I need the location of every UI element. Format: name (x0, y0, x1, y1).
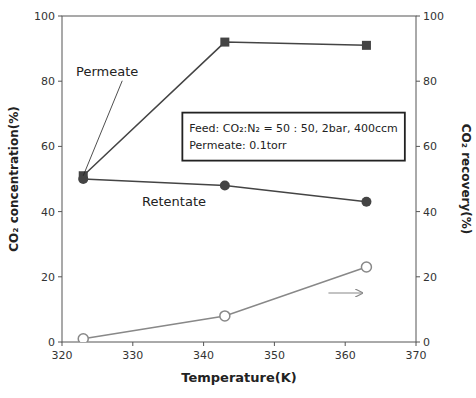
plot-data (78, 38, 371, 342)
y-tick-label: 20 (41, 271, 55, 284)
annotation-box: Feed: CO₂:N₂ = 50 : 50, 2bar, 400ccm Perm… (182, 113, 404, 161)
y-tick-label: 80 (41, 75, 55, 88)
y-tick-label: 40 (41, 206, 55, 219)
y-tick-label: 60 (41, 140, 55, 153)
y2-tick-label: 40 (423, 206, 437, 219)
y-tick (58, 211, 62, 212)
annotation-text: Permeate: 0.1torr (189, 139, 287, 152)
open-circle-marker (78, 334, 88, 342)
y-tick-label: 100 (34, 10, 55, 23)
y2-tick (416, 211, 420, 212)
y-tick (58, 276, 62, 277)
circle-marker (220, 181, 230, 191)
x-tick (416, 342, 417, 346)
y-axis-label: CO₂ concentration(%) (7, 106, 21, 252)
annotation-text: Feed: CO₂:N₂ = 50 : 50, 2bar, 400ccm (189, 122, 397, 135)
circle-marker (361, 197, 371, 207)
square-marker (220, 38, 229, 47)
series-label: Permeate (76, 64, 138, 79)
x-tick (132, 342, 133, 346)
y-tick (58, 81, 62, 82)
y2-tick (416, 16, 420, 17)
y-tick (58, 342, 62, 343)
plot-frame (62, 16, 416, 342)
series-line (83, 267, 366, 339)
x-tick (203, 342, 204, 346)
y2-tick-label: 80 (423, 75, 437, 88)
chart: 3203303403503603700204060801000204060801… (0, 0, 476, 398)
open-circle-marker (220, 311, 230, 321)
x-tick-label: 350 (264, 349, 285, 362)
recovery-axis-arrow (328, 292, 362, 293)
x-tick-label: 360 (335, 349, 356, 362)
series-label: Retentate (142, 194, 206, 209)
square-marker (362, 41, 371, 50)
open-circle-marker (361, 262, 371, 272)
y2-tick (416, 342, 420, 343)
y-tick (58, 146, 62, 147)
x-tick-label: 320 (52, 349, 73, 362)
annotation-frame (182, 113, 404, 161)
y-tick-label: 0 (48, 336, 55, 349)
y2-tick (416, 81, 420, 82)
y2-tick-label: 100 (423, 10, 444, 23)
label-leader (83, 81, 122, 176)
x-tick (345, 342, 346, 346)
y2-tick (416, 276, 420, 277)
y2-axis-label: CO₂ recovery(%) (459, 124, 473, 235)
y2-tick-label: 60 (423, 140, 437, 153)
x-tick-label: 330 (122, 349, 143, 362)
background (0, 0, 476, 398)
x-tick-label: 370 (406, 349, 427, 362)
x-tick-label: 340 (193, 349, 214, 362)
y-tick (58, 16, 62, 17)
series-line (83, 179, 366, 202)
x-tick (62, 342, 63, 346)
x-axis-label: Temperature(K) (181, 370, 296, 385)
y2-tick-label: 20 (423, 271, 437, 284)
y2-tick (416, 146, 420, 147)
y2-tick-label: 0 (423, 336, 430, 349)
x-tick (274, 342, 275, 346)
